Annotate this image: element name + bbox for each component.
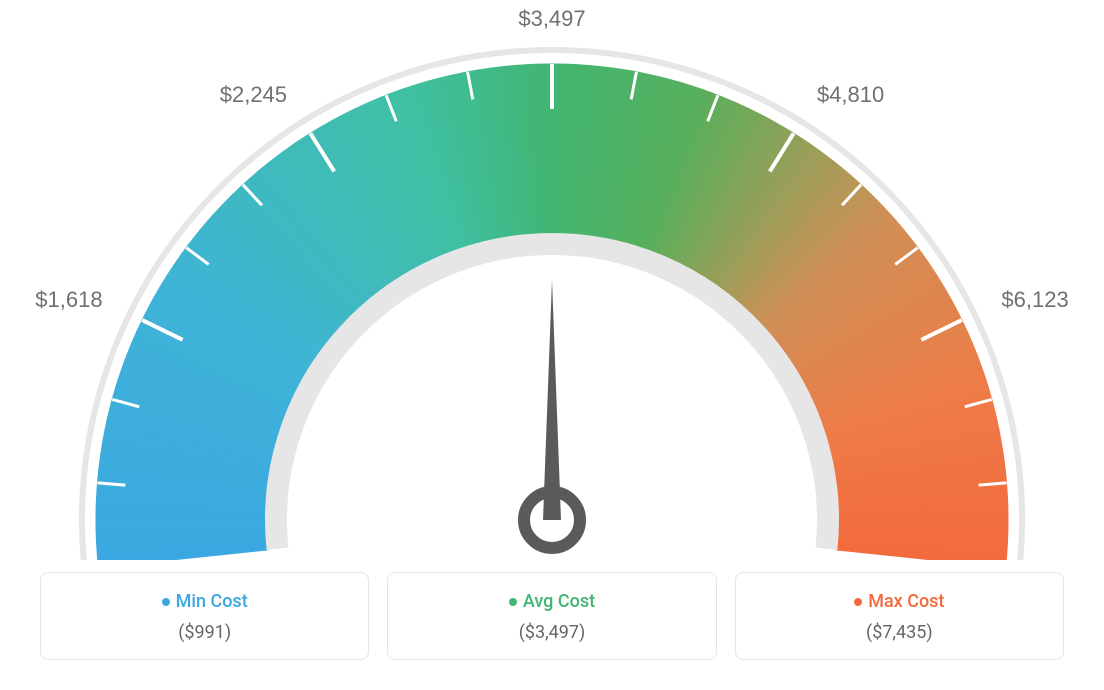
svg-text:$3,497: $3,497 — [518, 6, 585, 31]
legend-row: Min Cost ($991) Avg Cost ($3,497) Max Co… — [40, 572, 1064, 660]
legend-avg-dot — [509, 598, 517, 606]
gauge-container: $991 $1,618 $2,245 $3,497 $4,810 $6,123 $7,435 — [0, 0, 1104, 560]
legend-min-card: Min Cost ($991) — [40, 572, 369, 660]
legend-max-card: Max Cost ($7,435) — [735, 572, 1064, 660]
svg-text:$4,810: $4,810 — [817, 82, 884, 107]
legend-min-label-text: Min Cost — [176, 591, 248, 612]
legend-min-value: ($991) — [51, 622, 358, 643]
legend-avg-label-text: Avg Cost — [523, 591, 595, 612]
svg-text:$6,123: $6,123 — [1001, 287, 1068, 312]
legend-avg-value: ($3,497) — [398, 622, 705, 643]
legend-avg-label: Avg Cost — [398, 591, 705, 612]
legend-max-label: Max Cost — [746, 591, 1053, 612]
legend-avg-card: Avg Cost ($3,497) — [387, 572, 716, 660]
legend-max-dot — [854, 598, 862, 606]
legend-max-value: ($7,435) — [746, 622, 1053, 643]
svg-text:$1,618: $1,618 — [35, 287, 102, 312]
legend-min-dot — [162, 598, 170, 606]
legend-min-label: Min Cost — [51, 591, 358, 612]
svg-text:$991: $991 — [6, 558, 55, 560]
legend-max-label-text: Max Cost — [868, 591, 944, 612]
svg-text:$2,245: $2,245 — [220, 82, 287, 107]
cost-gauge-chart: $991 $1,618 $2,245 $3,497 $4,810 $6,123 $7,435… — [0, 0, 1104, 690]
gauge-svg: $991 $1,618 $2,245 $3,497 $4,810 $6,123 $7,435 — [0, 0, 1104, 560]
svg-text:$7,435: $7,435 — [1049, 558, 1104, 560]
